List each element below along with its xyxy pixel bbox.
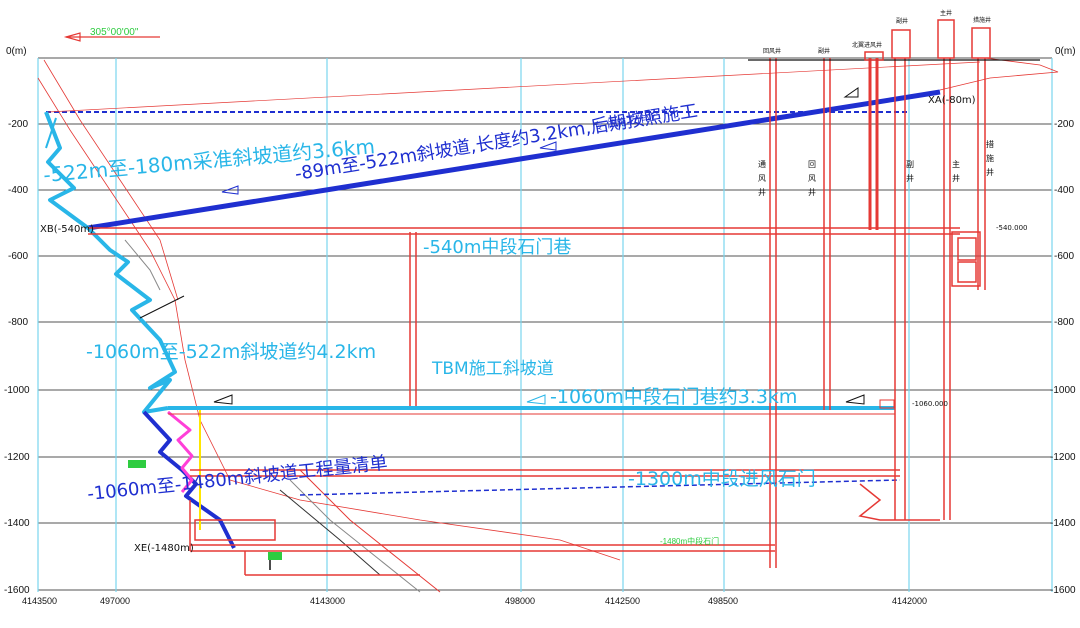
elev-tag-1060: -1060.000 (912, 400, 948, 408)
right-tick: -600 (1054, 251, 1074, 262)
shaft-label: 北翼进风井 (852, 41, 882, 49)
shaft-side-label: 主井 (952, 159, 961, 188)
bottom-tick: 4143500 (22, 596, 57, 606)
bottom-tick: 498000 (505, 596, 535, 606)
decline-3-label: -1060m至-522m斜坡道约4.2km (86, 341, 376, 363)
level-1480 (189, 500, 775, 576)
green-tag (128, 460, 146, 468)
left-tick: -1200 (4, 452, 30, 463)
left-tick: -200 (8, 119, 28, 130)
level-540 (88, 227, 981, 410)
shaft-side-label: 通风井 (758, 159, 767, 202)
right-tick: -1400 (1050, 518, 1076, 529)
bottom-tick: 4142000 (892, 596, 927, 606)
left-tick: -400 (8, 185, 28, 196)
level-1480-label: -1480m中段石门 (660, 536, 719, 546)
right-tick: -1200 (1050, 452, 1076, 463)
elevation-grid (38, 57, 1052, 591)
left-tick: -600 (8, 251, 28, 262)
level-1300-label: -1300m中段进风石门 (628, 468, 816, 490)
point-xe-label: XE(-1480m) (134, 543, 194, 554)
left-axis: 0(m) -200 -400 -600 -800 -1000 -1200 -14… (4, 46, 30, 596)
left-tick: -1400 (4, 518, 30, 529)
shaft-side-label: 回风井 (808, 160, 817, 202)
bottom-tick: 497000 (100, 596, 130, 606)
shaft-label: 回风井 (763, 47, 781, 55)
bottom-axis: 4143500 497000 4143000 498000 4142500 49… (22, 596, 927, 606)
left-tick: -1600 (4, 585, 30, 596)
right-tick: -1000 (1050, 385, 1076, 396)
point-xb-label: XB(-540m) (40, 224, 94, 235)
shaft-label: 主井 (940, 9, 952, 17)
green-tag (268, 552, 282, 560)
decline-cyan-zigzag (44, 111, 177, 414)
shaft-side-labels: 通风井 回风井 副井 主井 措施井 (758, 139, 995, 202)
shaft-label: 副井 (818, 47, 830, 55)
shaft-side-label: 副井 (906, 160, 915, 188)
level-1060 (168, 394, 895, 415)
level-1060-label: -1060m中段石门巷约3.3km (550, 386, 797, 408)
left-tick: -1000 (4, 385, 30, 396)
level-1300 (190, 469, 940, 521)
shaft-label: 措施井 (973, 16, 991, 24)
terrain-outline (37, 57, 1059, 561)
bottom-tick: 498500 (708, 596, 738, 606)
coordinate-grid (37, 58, 1053, 592)
right-tick: -1600 (1050, 585, 1076, 596)
elev-tag-540: -540.000 (996, 224, 1027, 232)
point-xa-label: XA(-80m) (928, 95, 976, 106)
right-axis-unit: 0(m) (1055, 46, 1076, 57)
right-tick: -200 (1054, 119, 1074, 130)
level-540-label: -540m中段石门巷 (423, 237, 571, 258)
right-axis: 0(m) -200 -400 -600 -800 -1000 -1200 -14… (1050, 46, 1076, 596)
shaft-label: 副井 (896, 17, 908, 25)
right-tick: -400 (1054, 185, 1074, 196)
headframes (864, 19, 991, 61)
right-tick: -800 (1054, 317, 1074, 328)
shaft-top-labels: 回风井 副井 北翼进风井 副井 主井 措施井 (763, 9, 991, 55)
decline-magenta (167, 410, 194, 493)
azimuth-indicator: 305°00'00" (63, 27, 160, 42)
bottom-tick: 4143000 (310, 596, 345, 606)
azimuth-label: 305°00'00" (90, 27, 139, 38)
bottom-tick: 4142500 (605, 596, 640, 606)
shaft-side-label: 措施井 (986, 139, 995, 182)
tbm-label: TBM施工斜坡道 (431, 359, 554, 379)
left-tick: -800 (8, 317, 28, 328)
left-axis-unit: 0(m) (6, 46, 27, 57)
shafts (769, 58, 986, 568)
